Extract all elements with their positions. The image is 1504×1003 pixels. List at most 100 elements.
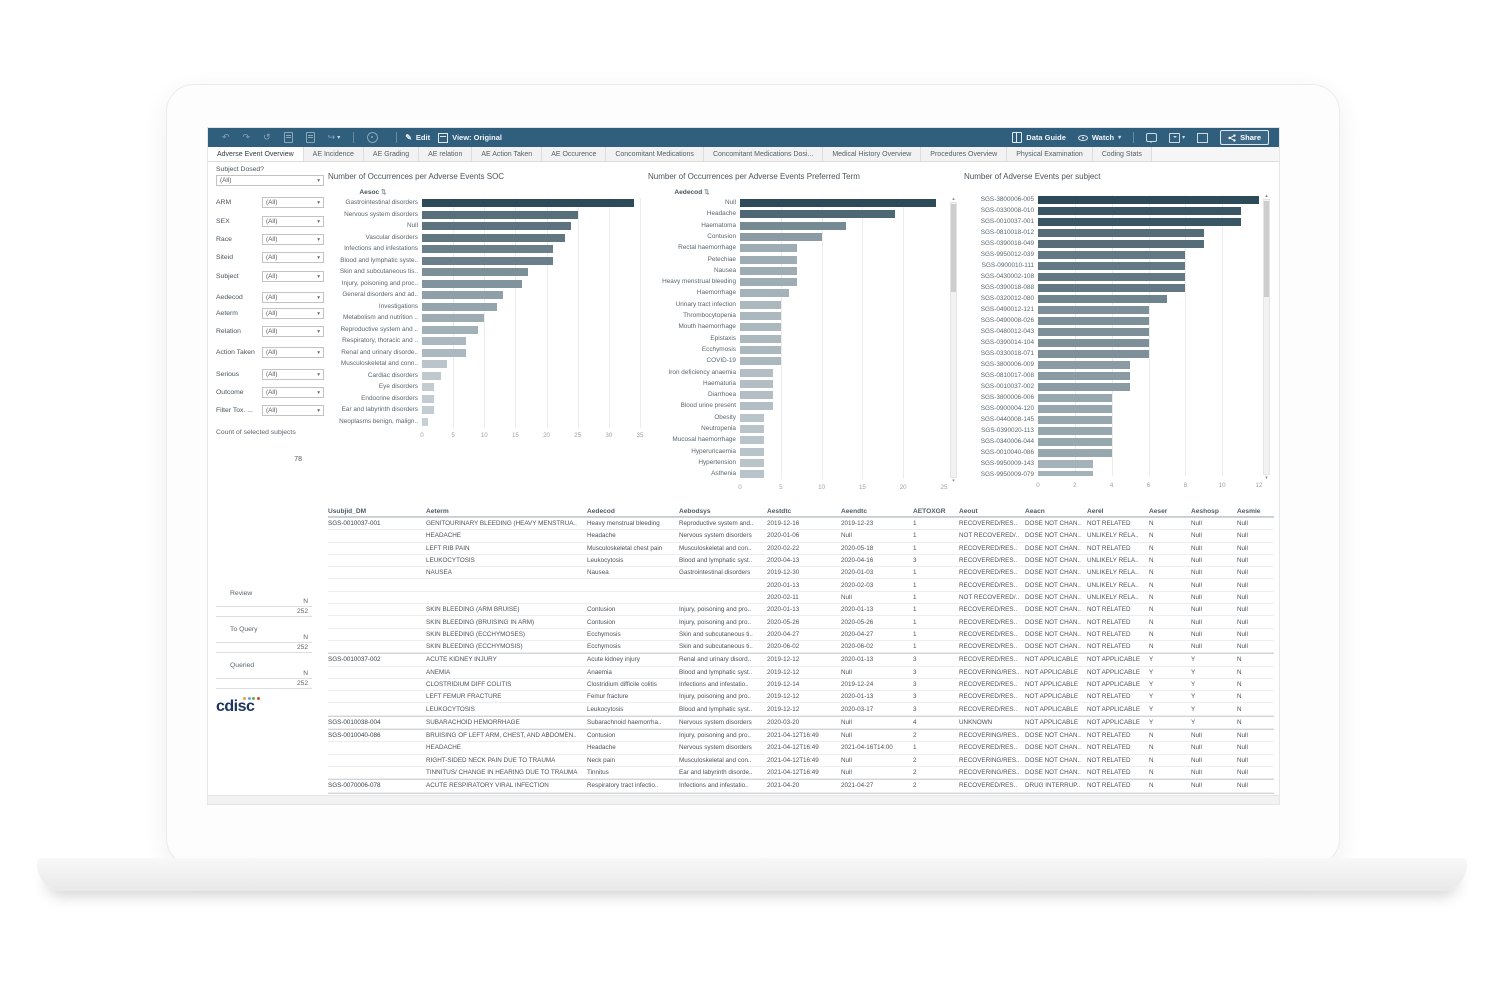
data-guide-button[interactable]: Data Guide: [1012, 132, 1066, 143]
alerts-icon[interactable]: [367, 132, 379, 143]
table-row[interactable]: LEUKOCYTOSIS Leukocytosis Blood and lympha…: [328, 703, 1274, 716]
table-row[interactable]: CLOSTRIDIUM DIFF COLITIS Clostridium diff…: [328, 679, 1274, 692]
bar-mark[interactable]: [740, 300, 781, 309]
bar-mark[interactable]: [422, 348, 466, 357]
column-header-aerel[interactable]: Aerel: [1087, 508, 1104, 515]
bar-mark[interactable]: [422, 210, 578, 219]
bar-mark[interactable]: [1038, 372, 1131, 380]
column-header-aeshosp[interactable]: Aeshosp: [1191, 508, 1219, 515]
bar-mark[interactable]: [740, 379, 773, 388]
bar-mark[interactable]: [740, 458, 765, 467]
bar-mark[interactable]: [740, 232, 822, 241]
bar-mark[interactable]: [422, 233, 566, 242]
table-row[interactable]: SKIN BLEEDING (BRUISING IN ARM) Contusion…: [328, 616, 1274, 629]
table-row[interactable]: ANEMIA Anaemia Blood and lymphatic syst.. 2…: [328, 667, 1274, 679]
bar-mark[interactable]: [1038, 427, 1112, 435]
table-row[interactable]: 2020-01-13 2020-02-03 1 RECOVERED/RES.. DOSE…: [328, 579, 1274, 592]
scrollbar-thumb[interactable]: [1264, 201, 1269, 297]
bar-mark[interactable]: [740, 345, 781, 354]
bar-mark[interactable]: [422, 383, 435, 391]
bar-mark[interactable]: [422, 279, 522, 288]
bar-mark[interactable]: [1038, 339, 1149, 347]
bar-mark[interactable]: [1038, 306, 1149, 314]
bar-mark[interactable]: [422, 256, 553, 265]
scroll-down-icon[interactable]: ▾: [952, 478, 955, 484]
download-button[interactable]: ▾: [1169, 132, 1185, 143]
filter-select[interactable]: (All) ▾: [262, 197, 324, 208]
table-row[interactable]: TINNITUS/ CHANGE IN HEARING DUE TO TRAUM…: [328, 767, 1274, 780]
bar-mark[interactable]: [1038, 295, 1167, 303]
bar-mark[interactable]: [1038, 405, 1112, 413]
bar-mark[interactable]: [1038, 449, 1112, 457]
bar-mark[interactable]: [422, 371, 441, 380]
scroll-up-icon[interactable]: ▴: [1265, 193, 1268, 199]
bar-mark[interactable]: [740, 413, 765, 422]
bar-mark[interactable]: [740, 221, 847, 230]
comments-icon[interactable]: [1146, 133, 1158, 143]
bar-mark[interactable]: [740, 289, 789, 298]
column-header-aedecod[interactable]: Aedecod: [587, 508, 615, 515]
chart-scrollbar[interactable]: ▴ ▾: [949, 196, 958, 484]
bar-mark[interactable]: [740, 255, 798, 264]
scrollbar-track[interactable]: [950, 202, 957, 478]
bar-mark[interactable]: [422, 302, 497, 311]
bar-mark[interactable]: [422, 360, 447, 368]
table-row[interactable]: 2020-02-11 Null 1 NOT RECOVERED/.. DOSE NOT …: [328, 592, 1274, 605]
filter-select[interactable]: (All) ▾: [262, 216, 324, 227]
filter-select[interactable]: (All) ▾: [262, 308, 324, 319]
table-row[interactable]: RIGHT-SIDED NECK PAIN DUE TO TRAUMA Neck …: [328, 755, 1274, 767]
share-button[interactable]: Share: [1220, 130, 1269, 145]
bar-mark[interactable]: [422, 245, 553, 253]
table-row[interactable]: SGS-0070006-078 ACUTE RESPIRATORY VIRAL I…: [328, 779, 1274, 793]
autoupdate-icon[interactable]: ↪ ▾: [327, 132, 341, 142]
bar-mark[interactable]: [740, 402, 773, 411]
bar-mark[interactable]: [422, 199, 634, 207]
replay-icon[interactable]: ↺: [263, 132, 271, 142]
filter-select[interactable]: (All) ▾: [262, 271, 324, 282]
table-row[interactable]: HEADACHE Headache Nervous system disorders…: [328, 530, 1274, 543]
filter-subject-dosed-select[interactable]: (All) ▾: [216, 175, 324, 186]
bar-mark[interactable]: [1038, 240, 1204, 248]
table-row[interactable]: SGS-0010040-086 BRUISING OF LEFT ARM, CHE…: [328, 729, 1274, 743]
column-header-aeser[interactable]: Aeser: [1149, 508, 1168, 515]
tab-medical-history-overview[interactable]: Medical History Overview: [823, 147, 922, 161]
bar-mark[interactable]: [1038, 207, 1241, 215]
bar-mark[interactable]: [740, 244, 798, 253]
bar-mark[interactable]: [422, 314, 485, 322]
bar-mark[interactable]: [740, 425, 765, 433]
column-header-aestdtc[interactable]: Aestdtc: [767, 508, 792, 515]
column-header-aeacn[interactable]: Aeacn: [1025, 508, 1045, 515]
bar-mark[interactable]: [1038, 361, 1131, 369]
chart-scrollbar[interactable]: ▴ ▾: [1262, 193, 1271, 481]
column-header-aeout[interactable]: Aeout: [959, 508, 978, 515]
table-row[interactable]: LEFT FEMUR FRACTURE Femur fracture Injury,…: [328, 691, 1274, 704]
tab-ae-relation[interactable]: AE relation: [419, 147, 473, 161]
bar-mark[interactable]: [422, 268, 528, 276]
scroll-up-icon[interactable]: ▴: [952, 196, 955, 202]
filter-select[interactable]: (All) ▾: [262, 252, 324, 263]
bar-mark[interactable]: [1038, 328, 1149, 336]
tab-ae-action-taken[interactable]: AE Action Taken: [472, 147, 543, 161]
bar-mark[interactable]: [1038, 273, 1186, 281]
redo-icon[interactable]: ↷: [242, 132, 251, 142]
column-header-aeterm[interactable]: Aeterm: [426, 508, 449, 515]
view-original-button[interactable]: View: Original: [438, 132, 502, 143]
bar-mark[interactable]: [422, 417, 429, 426]
filter-select[interactable]: (All) ▾: [262, 347, 324, 358]
bar-mark[interactable]: [1038, 460, 1094, 468]
scrollbar-thumb[interactable]: [951, 204, 956, 292]
bar-mark[interactable]: [1038, 416, 1112, 424]
fullscreen-icon[interactable]: [1197, 132, 1209, 143]
bar-mark[interactable]: [740, 312, 781, 320]
filter-select[interactable]: (All) ▾: [262, 292, 324, 303]
table-row[interactable]: SKIN BLEEDING (ECCHYMOSIS) Ecchymosis Skin…: [328, 641, 1274, 654]
bar-mark[interactable]: [422, 394, 435, 403]
scrollbar-track[interactable]: [1263, 199, 1270, 475]
table-row[interactable]: NAUSEA Nausea Gastrointestinal disorders 20…: [328, 567, 1274, 580]
table-row[interactable]: SKIN BLEEDING (ECCHYMOSES) Ecchymosis Skin…: [328, 629, 1274, 641]
table-row[interactable]: HEADACHE Headache Nervous system disorders…: [328, 742, 1274, 755]
column-header-usubjid_dm[interactable]: Usubjid_DM: [328, 508, 367, 515]
tab-adverse-event-overview[interactable]: Adverse Event Overview: [208, 147, 304, 161]
table-row[interactable]: SGS-0010037-001 GENITOURINARY BLEEDING (H…: [328, 517, 1274, 531]
sort-header-aedecod[interactable]: Aedecod ⇅: [674, 189, 710, 196]
